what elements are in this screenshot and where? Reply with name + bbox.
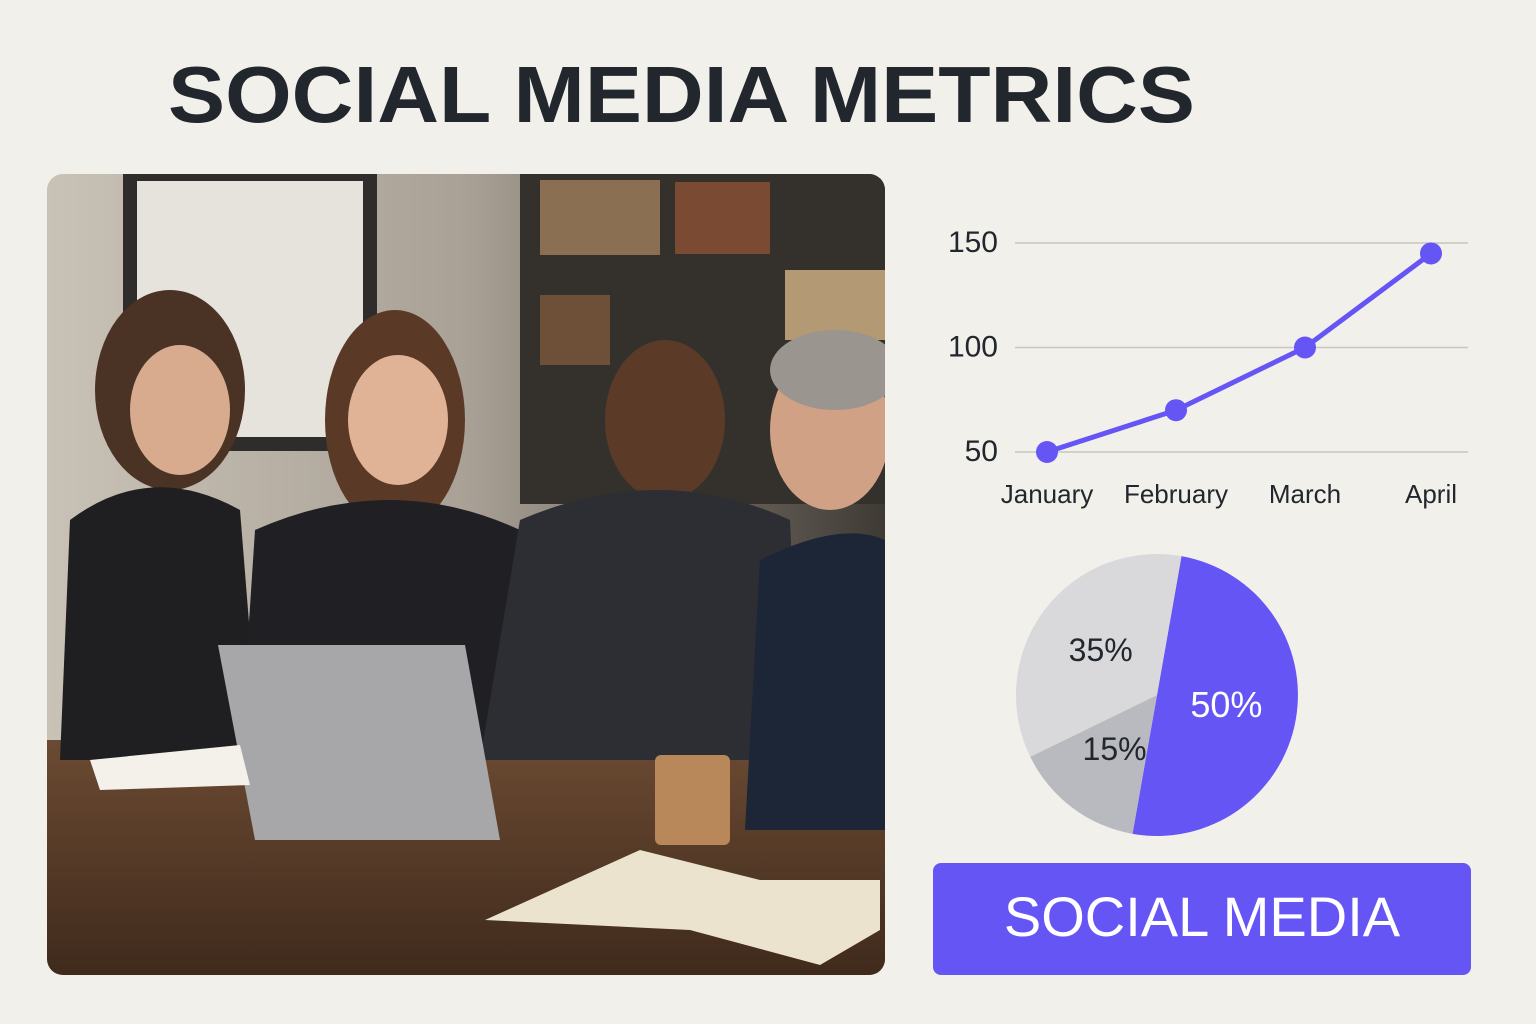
data-point bbox=[1165, 399, 1187, 422]
hair bbox=[770, 330, 885, 410]
pie-slice bbox=[1030, 695, 1157, 834]
face bbox=[605, 340, 725, 500]
person bbox=[745, 533, 885, 830]
books bbox=[785, 270, 885, 340]
pie-slice bbox=[1016, 554, 1182, 757]
books bbox=[540, 180, 660, 255]
notepad bbox=[90, 745, 250, 790]
data-line bbox=[1046, 251, 1433, 455]
y-tick-label: 150 bbox=[948, 226, 998, 259]
face bbox=[348, 355, 448, 485]
laptop bbox=[218, 645, 500, 840]
x-tick-label: March bbox=[1269, 479, 1341, 509]
x-tick-label: January bbox=[1001, 479, 1094, 509]
person bbox=[60, 487, 260, 760]
data-point bbox=[1294, 336, 1316, 359]
x-tick-label: February bbox=[1124, 479, 1228, 509]
book bbox=[485, 850, 880, 965]
pie-label: 50% bbox=[1190, 684, 1262, 725]
y-tick-label: 100 bbox=[948, 330, 998, 363]
books bbox=[675, 182, 770, 254]
pie-label: 15% bbox=[1083, 731, 1147, 767]
face bbox=[130, 345, 230, 475]
photo bbox=[47, 174, 885, 975]
pie-slice bbox=[1132, 556, 1298, 836]
coffee-cup bbox=[655, 755, 730, 845]
x-tick-label: April bbox=[1405, 479, 1457, 509]
data-point bbox=[1036, 441, 1058, 463]
social-media-button[interactable] bbox=[933, 863, 1471, 975]
page-title: SOCIAL MEDIA METRICS bbox=[168, 50, 1195, 139]
pie-label: 35% bbox=[1069, 632, 1133, 668]
data-point bbox=[1420, 242, 1442, 265]
person bbox=[480, 490, 800, 760]
button-label[interactable]: SOCIAL MEDIA bbox=[1004, 885, 1401, 948]
y-tick-label: 50 bbox=[965, 435, 998, 468]
books bbox=[540, 295, 610, 365]
